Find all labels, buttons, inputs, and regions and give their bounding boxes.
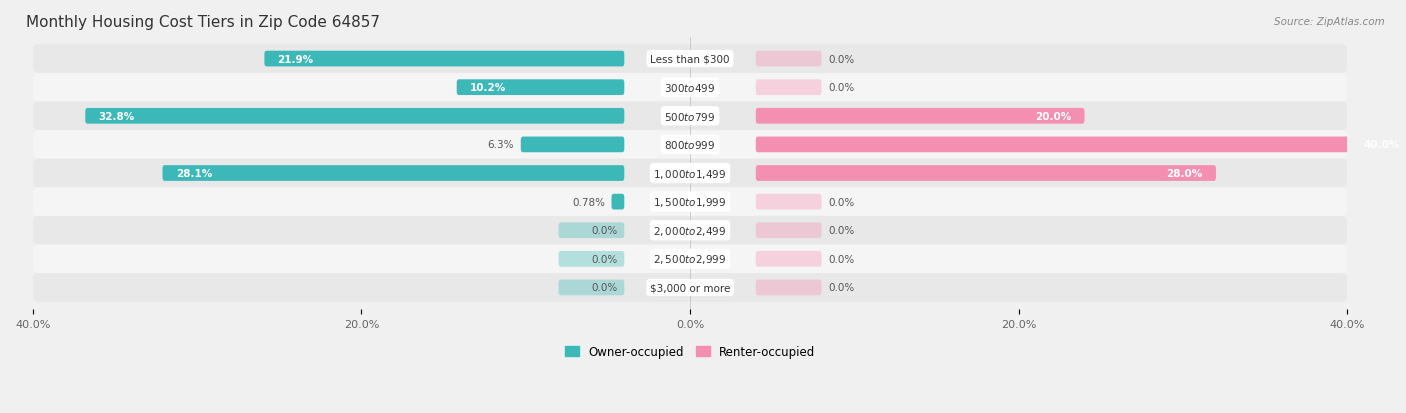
FancyBboxPatch shape	[612, 194, 624, 210]
FancyBboxPatch shape	[32, 102, 1347, 131]
FancyBboxPatch shape	[32, 74, 1347, 102]
FancyBboxPatch shape	[756, 80, 821, 96]
Text: $3,000 or more: $3,000 or more	[650, 283, 730, 293]
Legend: Owner-occupied, Renter-occupied: Owner-occupied, Renter-occupied	[560, 341, 820, 363]
FancyBboxPatch shape	[32, 273, 1347, 302]
FancyBboxPatch shape	[756, 52, 821, 67]
FancyBboxPatch shape	[756, 223, 821, 239]
Text: 6.3%: 6.3%	[488, 140, 515, 150]
FancyBboxPatch shape	[520, 137, 624, 153]
Text: $800 to $999: $800 to $999	[665, 139, 716, 151]
Text: 0.0%: 0.0%	[828, 83, 855, 93]
Text: $1,000 to $1,499: $1,000 to $1,499	[654, 167, 727, 180]
FancyBboxPatch shape	[558, 280, 624, 296]
Text: 0.0%: 0.0%	[828, 225, 855, 236]
Text: 28.0%: 28.0%	[1167, 169, 1202, 178]
FancyBboxPatch shape	[32, 159, 1347, 188]
FancyBboxPatch shape	[558, 252, 624, 267]
FancyBboxPatch shape	[756, 137, 1406, 153]
Text: 0.0%: 0.0%	[828, 254, 855, 264]
Text: 0.0%: 0.0%	[592, 225, 617, 236]
FancyBboxPatch shape	[558, 223, 624, 239]
FancyBboxPatch shape	[163, 166, 624, 181]
Text: 0.0%: 0.0%	[828, 55, 855, 64]
Text: 0.0%: 0.0%	[828, 283, 855, 293]
FancyBboxPatch shape	[32, 245, 1347, 273]
Text: 40.0%: 40.0%	[1364, 140, 1400, 150]
FancyBboxPatch shape	[756, 109, 1084, 124]
FancyBboxPatch shape	[32, 131, 1347, 159]
FancyBboxPatch shape	[32, 45, 1347, 74]
FancyBboxPatch shape	[32, 188, 1347, 216]
FancyBboxPatch shape	[756, 280, 821, 296]
FancyBboxPatch shape	[756, 194, 821, 210]
Text: 0.0%: 0.0%	[592, 254, 617, 264]
Text: 0.0%: 0.0%	[828, 197, 855, 207]
Text: 10.2%: 10.2%	[470, 83, 506, 93]
FancyBboxPatch shape	[756, 166, 1216, 181]
Text: $2,500 to $2,999: $2,500 to $2,999	[654, 253, 727, 266]
Text: $2,000 to $2,499: $2,000 to $2,499	[654, 224, 727, 237]
FancyBboxPatch shape	[756, 252, 821, 267]
FancyBboxPatch shape	[264, 52, 624, 67]
Text: 0.0%: 0.0%	[592, 283, 617, 293]
FancyBboxPatch shape	[32, 216, 1347, 245]
Text: $500 to $799: $500 to $799	[665, 111, 716, 123]
Text: 0.78%: 0.78%	[572, 197, 605, 207]
Text: 20.0%: 20.0%	[1035, 112, 1071, 121]
FancyBboxPatch shape	[86, 109, 624, 124]
Text: Monthly Housing Cost Tiers in Zip Code 64857: Monthly Housing Cost Tiers in Zip Code 6…	[27, 15, 380, 30]
Text: $300 to $499: $300 to $499	[665, 82, 716, 94]
Text: 21.9%: 21.9%	[277, 55, 314, 64]
Text: Source: ZipAtlas.com: Source: ZipAtlas.com	[1274, 17, 1385, 26]
Text: Less than $300: Less than $300	[651, 55, 730, 64]
Text: $1,500 to $1,999: $1,500 to $1,999	[654, 196, 727, 209]
Text: 32.8%: 32.8%	[98, 112, 135, 121]
FancyBboxPatch shape	[457, 80, 624, 96]
Text: 28.1%: 28.1%	[176, 169, 212, 178]
